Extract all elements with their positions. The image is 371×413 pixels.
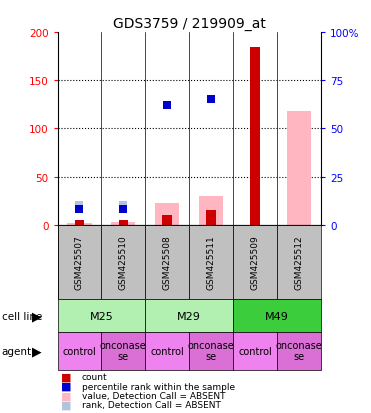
Bar	[233, 332, 277, 370]
Text: GSM425509: GSM425509	[250, 235, 260, 290]
Bar	[189, 332, 233, 370]
Text: ■: ■	[61, 390, 72, 400]
Bar	[199, 196, 223, 225]
Text: cell line: cell line	[2, 311, 42, 321]
Text: ▶: ▶	[32, 309, 42, 323]
Text: value, Detection Call = ABSENT: value, Detection Call = ABSENT	[82, 391, 225, 400]
Text: onconase
se: onconase se	[276, 341, 322, 361]
Text: ■: ■	[61, 372, 72, 382]
Text: M25: M25	[89, 311, 113, 321]
Text: ▶: ▶	[32, 344, 42, 358]
Text: rank, Detection Call = ABSENT: rank, Detection Call = ABSENT	[82, 400, 220, 409]
Bar	[101, 332, 145, 370]
Text: M49: M49	[265, 311, 289, 321]
Bar	[162, 216, 172, 225]
Bar	[189, 225, 233, 299]
Text: ■: ■	[61, 399, 72, 409]
Text: ■: ■	[61, 381, 72, 391]
Bar	[155, 204, 179, 225]
Bar	[277, 332, 321, 370]
Text: GSM425510: GSM425510	[119, 235, 128, 290]
Bar	[250, 47, 260, 225]
Bar	[101, 225, 145, 299]
Text: onconase
se: onconase se	[188, 341, 234, 361]
Text: control: control	[238, 346, 272, 356]
Bar	[233, 299, 321, 332]
Text: onconase
se: onconase se	[100, 341, 147, 361]
Title: GDS3759 / 219909_at: GDS3759 / 219909_at	[113, 17, 266, 31]
Text: control: control	[63, 346, 96, 356]
Bar	[145, 225, 189, 299]
Bar	[118, 220, 128, 225]
Bar	[75, 220, 84, 225]
Bar	[277, 225, 321, 299]
Text: GSM425512: GSM425512	[295, 235, 303, 290]
Bar	[287, 112, 311, 225]
Bar	[145, 299, 233, 332]
Bar	[111, 222, 135, 225]
Bar	[206, 211, 216, 225]
Text: GSM425508: GSM425508	[163, 235, 172, 290]
Bar	[58, 225, 101, 299]
Bar	[58, 299, 145, 332]
Text: count: count	[82, 373, 107, 382]
Bar	[58, 332, 101, 370]
Text: control: control	[150, 346, 184, 356]
Text: GSM425507: GSM425507	[75, 235, 84, 290]
Text: M29: M29	[177, 311, 201, 321]
Bar	[68, 223, 92, 225]
Bar	[145, 332, 189, 370]
Text: percentile rank within the sample: percentile rank within the sample	[82, 382, 235, 391]
Bar	[233, 225, 277, 299]
Text: agent: agent	[2, 346, 32, 356]
Text: GSM425511: GSM425511	[207, 235, 216, 290]
